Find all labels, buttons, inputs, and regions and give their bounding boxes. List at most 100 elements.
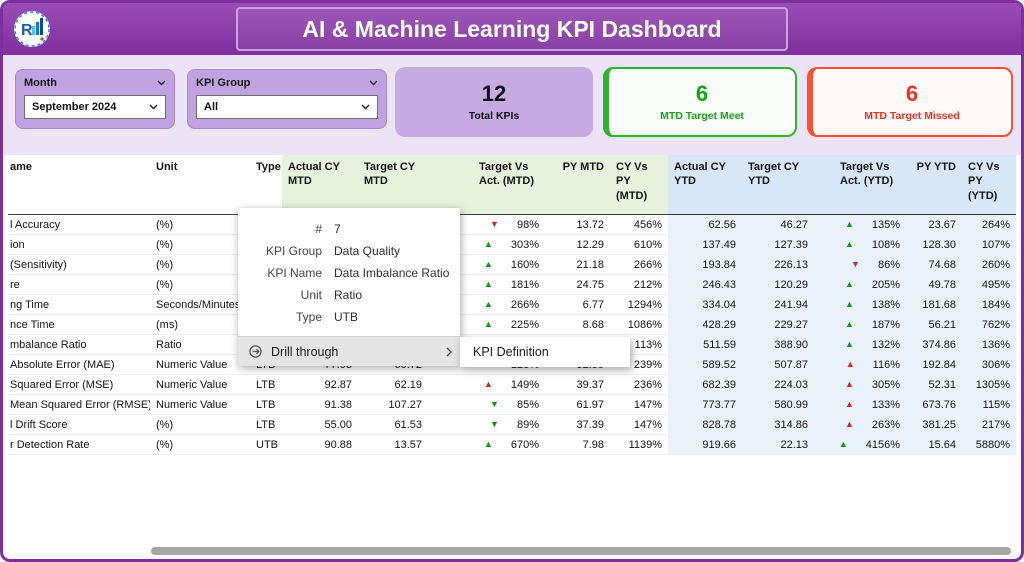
cell-py_ytd: 52.31 [906, 375, 962, 394]
arrow-up-icon: ▲ [845, 359, 855, 369]
arrow-up-icon: ▲ [483, 239, 493, 249]
table-row[interactable]: Absolute Error (MAE)Numeric ValueLTB77.9… [8, 355, 1016, 375]
cell-actual_ytd: 137.49 [668, 235, 742, 254]
column-header-tva_ytd[interactable]: Target Vs Act. (YTD) [814, 155, 906, 214]
cell-target_ytd: 120.29 [742, 275, 814, 294]
cell-tva_ytd: ▼ 86% [814, 255, 906, 274]
cell-name: (Sensitivity) [10, 258, 67, 271]
column-header-cyvspy_mtd[interactable]: CY Vs PY (MTD) [610, 155, 668, 214]
month-dropdown[interactable]: September 2024 [24, 95, 166, 119]
cell-actual_ytd: 62.56 [668, 215, 742, 234]
drill-through-icon [249, 345, 262, 358]
cell-py_mtd: 13.72 [576, 218, 604, 231]
arrow-up-icon: ▲ [844, 399, 854, 409]
kpi-table: ame Unit Type Actual CY MTD Target CY MTD Tar… [8, 155, 1016, 543]
column-header-name[interactable]: ame [10, 161, 33, 173]
cell-actual_ytd: 919.66 [668, 435, 742, 454]
cell-actual_ytd: 193.84 [668, 255, 742, 274]
table-row[interactable]: re (%) ▲ 181% 24.75 212% 246.43 120.29 ▲ 205% 49.7… [8, 275, 1016, 295]
column-header-actual_ytd[interactable]: Actual CY YTD [668, 155, 742, 214]
table-row[interactable]: Mean Squared Error (RMSE) Numeric Value LT… [8, 395, 1016, 415]
column-header-type[interactable]: Type [256, 161, 281, 173]
cell-target_ytd: 580.99 [742, 395, 814, 414]
chevron-down-icon[interactable] [157, 80, 166, 86]
column-header-py_ytd[interactable]: PY YTD [906, 155, 962, 214]
column-header-target_ytd[interactable]: Target CY YTD [742, 155, 814, 214]
arrow-down-icon: ▼ [490, 419, 499, 429]
cell-cyvspy_mtd: 1294% [627, 298, 662, 311]
cell-cyvspy_ytd: 115% [962, 395, 1016, 414]
cell-unit: Numeric Value [156, 378, 228, 391]
arrow-up-icon: ▲ [483, 259, 493, 269]
table-row[interactable]: ion (%) ▲ 303% 12.29 610% 137.49 127.39 ▲ 108% 128… [8, 235, 1016, 255]
cell-tva_ytd: ▲ 133% [814, 395, 906, 414]
tooltip-value: Data Quality [334, 244, 401, 258]
arrow-up-icon: ▲ [838, 439, 848, 449]
cell-cyvspy_ytd: 264% [962, 215, 1016, 234]
cell-target_ytd: 226.13 [742, 255, 814, 274]
drill-through-menu-item[interactable]: Drill through KPI Definition [238, 336, 630, 367]
kpi-group-dropdown[interactable]: All [196, 95, 378, 119]
cell-py_ytd: 128.30 [906, 235, 962, 254]
column-header-tva_mtd[interactable]: Target Vs Act. (MTD) [428, 155, 545, 214]
column-header-cyvspy_ytd[interactable]: CY Vs PY (YTD) [962, 155, 1016, 214]
cell-tva_mtd: ▲ 670% [483, 438, 539, 451]
cell-name: r Detection Rate [10, 438, 90, 451]
table-row[interactable]: Squared Error (MSE) Numeric Value LTB 92.87… [8, 375, 1016, 395]
column-header-py_mtd[interactable]: PY MTD [545, 155, 610, 214]
month-slicer: Month September 2024 [15, 69, 175, 129]
chevron-down-icon[interactable] [369, 80, 378, 86]
table-row[interactable]: ng Time Seconds/Minutes ▲ 266% 6.77 1294% 334.… [8, 295, 1016, 315]
horizontal-scrollbar[interactable] [151, 547, 1011, 555]
table-row[interactable]: l Accuracy (%) ▼ 98% 13.72 456% 62.56 46.27 ▲ 135… [8, 215, 1016, 235]
table-row[interactable]: l Drift Score (%) LTB 55.00 61.53 ▼ 89% 37.39 14… [8, 415, 1016, 435]
cell-cyvspy_ytd: 306% [962, 355, 1016, 374]
cell-py_ytd: 181.68 [906, 295, 962, 314]
cell-cyvspy_mtd: 147% [633, 398, 662, 411]
cell-actual_ytd: 773.77 [668, 395, 742, 414]
arrow-up-icon: ▲ [844, 219, 854, 229]
kpi-definition-menu-item[interactable]: KPI Definition [460, 337, 630, 367]
mtd-target-meet-label: MTD Target Meet [660, 109, 744, 122]
arrow-up-icon: ▲ [483, 379, 493, 389]
tooltip-value: Ratio [334, 288, 363, 302]
table-header-row: ame Unit Type Actual CY MTD Target CY MTD Tar… [8, 155, 1016, 215]
cell-cyvspy_mtd: 236% [633, 378, 662, 391]
cell-unit: (%) [156, 258, 174, 271]
cell-actual_ytd: 828.78 [668, 415, 742, 434]
arrow-up-icon: ▲ [483, 439, 493, 449]
cell-py_mtd: 39.37 [576, 378, 604, 391]
cell-py_ytd: 56.21 [906, 315, 962, 334]
cell-unit: (%) [156, 238, 174, 251]
cell-name: l Accuracy [10, 218, 61, 231]
cell-target_ytd: 224.03 [742, 375, 814, 394]
cell-cyvspy_mtd: 1086% [627, 318, 662, 331]
cell-tva_ytd: ▲ 4156% [814, 435, 906, 454]
cell-actual_ytd: 246.43 [668, 275, 742, 294]
cell-target_mtd: 13.57 [394, 438, 422, 451]
mtd-target-missed-label: MTD Target Missed [864, 109, 960, 122]
column-header-unit[interactable]: Unit [156, 161, 178, 173]
table-row[interactable]: (Sensitivity) (%) ▲ 160% 21.18 266% 193.84 226.… [8, 255, 1016, 275]
kpi-definition-label: KPI Definition [473, 345, 549, 359]
table-row[interactable]: nce Time (ms) ▲ 225% 8.68 1086% 428.29 229.27 ▲ 1… [8, 315, 1016, 335]
cell-unit: (%) [156, 418, 174, 431]
cell-unit: (ms) [156, 318, 178, 331]
table-row[interactable]: r Detection Rate (%) UTB 90.88 13.57 ▲ 670% 7.9… [8, 435, 1016, 455]
cell-tva_ytd: ▲ 305% [814, 375, 906, 394]
column-header-target_mtd[interactable]: Target CY MTD [358, 155, 428, 214]
arrow-down-icon: ▼ [490, 399, 499, 409]
cell-py_ytd: 673.76 [906, 395, 962, 414]
kpi-group-dropdown-value: All [204, 101, 219, 113]
column-header-actual_mtd[interactable]: Actual CY MTD [282, 155, 358, 214]
cell-py_mtd: 21.18 [576, 258, 604, 271]
tooltip-label: # [315, 222, 322, 236]
cell-type: UTB [256, 438, 278, 451]
arrow-up-icon: ▲ [844, 279, 854, 289]
cell-cyvspy_mtd: 212% [633, 278, 662, 291]
cell-tva_ytd: ▲ 205% [814, 275, 906, 294]
cell-py_ytd: 15.64 [906, 435, 962, 454]
cell-unit: Numeric Value [156, 398, 228, 411]
month-dropdown-value: September 2024 [32, 101, 117, 113]
chevron-down-icon [361, 104, 370, 110]
